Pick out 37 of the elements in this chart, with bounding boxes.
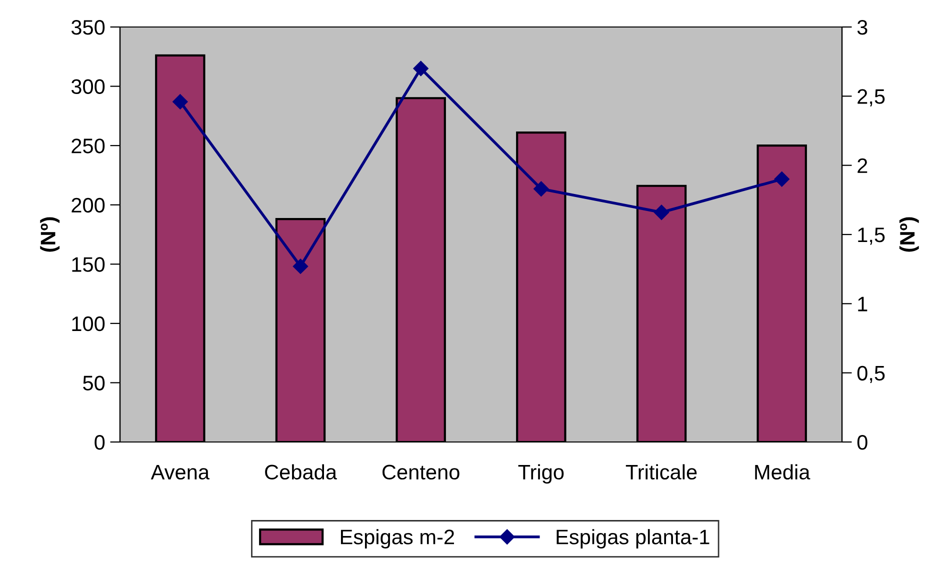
y-tick-label: 200 <box>72 198 105 213</box>
x-tick-label: Cebada <box>265 464 337 480</box>
x-tick-label: Avena <box>150 464 210 480</box>
x-tick-label: Centeno <box>382 464 460 480</box>
point <box>534 181 549 196</box>
y-tick-label: 150 <box>72 257 105 272</box>
x-tick-label: Triticale <box>626 464 697 480</box>
y-tick-label: 100 <box>72 316 105 332</box>
legend-label: Espigas m-2 <box>340 529 454 548</box>
bar <box>516 131 566 442</box>
y2-tick-label: 1 <box>858 296 868 312</box>
point <box>172 94 188 110</box>
bar <box>756 144 807 442</box>
y2-tick-label: 2,5 <box>858 89 885 106</box>
point <box>413 60 428 76</box>
bar <box>636 184 687 442</box>
y2-tick-label: 0 <box>857 435 868 450</box>
y2-axis-title: (Nº) <box>899 217 919 252</box>
point <box>774 172 790 187</box>
bar <box>275 218 326 442</box>
bar <box>396 97 446 442</box>
y-axis-title: (Nº) <box>40 217 60 252</box>
y2-tick-label: 3 <box>857 20 868 35</box>
x-tick-label: Trigo <box>518 464 564 484</box>
point <box>654 204 670 220</box>
y2-tick-label: 2 <box>858 158 868 173</box>
y2-tick-label: 1,5 <box>858 228 885 245</box>
y2-tick-label: 0,5 <box>857 366 885 384</box>
y-tick-label: 0 <box>94 435 105 450</box>
point <box>292 258 308 274</box>
y-tick-label: 350 <box>71 20 105 35</box>
y-tick-label: 300 <box>71 79 105 94</box>
legend-label: Espigas planta-1 <box>556 529 710 548</box>
x-tick-label: Media <box>755 464 810 480</box>
y-tick-label: 50 <box>83 376 105 390</box>
y-tick-label: 250 <box>72 138 105 154</box>
bar <box>155 54 206 442</box>
